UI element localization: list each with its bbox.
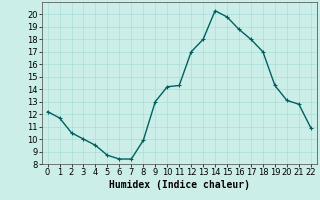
X-axis label: Humidex (Indice chaleur): Humidex (Indice chaleur) [109,180,250,190]
